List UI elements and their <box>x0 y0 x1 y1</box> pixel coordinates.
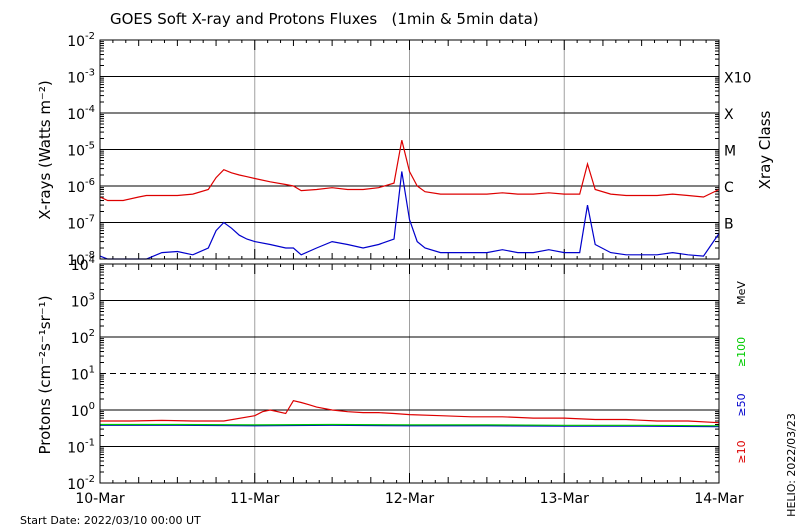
proton-plot-frame <box>99 263 720 484</box>
proton-y-tick-labels: 104 103 102 101 100 10-1 10-2 <box>67 255 95 493</box>
xray-class-axis-label: Xray Class <box>756 110 774 189</box>
x-tick-label: 14-Mar <box>694 491 744 507</box>
xray-series-line-0 <box>99 140 720 202</box>
x-tick-label: 12-Mar <box>385 491 435 507</box>
x-axis-tick-labels: 10-Mar 11-Mar 12-Mar 13-Mar 14-Mar <box>75 491 744 507</box>
proton-y-tick-label: 102 <box>71 328 95 347</box>
xray-y-tick-label: 10-4 <box>67 104 95 123</box>
xray-y-tick-label: 10-3 <box>67 68 95 87</box>
proton-energy-label: ≥50 <box>735 393 748 416</box>
xray-y-tick-labels: 10-2 10-3 10-4 10-5 10-6 10-7 10-8 <box>67 31 95 269</box>
proton-gridlines <box>99 264 720 483</box>
xray-y-tick-label: 10-7 <box>67 214 95 233</box>
proton-energy-label: ≥10 <box>735 440 748 463</box>
proton-series <box>100 400 720 428</box>
proton-energy-label: ≥100 <box>735 337 748 367</box>
xray-series <box>99 140 720 260</box>
proton-y-tick-label: 103 <box>71 292 95 311</box>
xray-y-tick-label: 10-6 <box>67 177 95 196</box>
xray-class-label: X10 <box>724 71 751 87</box>
proton-panel: 104 103 102 101 100 10-1 10-2 Protons (cm⁻²s⁻¹… <box>36 255 748 493</box>
xray-class-label: M <box>724 144 736 160</box>
proton-y-tick-label: 101 <box>71 365 95 384</box>
xray-panel: 10-2 10-3 10-4 10-5 10-6 10-7 10-8 X10 X M C B X-r… <box>36 31 774 269</box>
xray-y-tick-label: 10-5 <box>67 141 95 160</box>
proton-unit-label: MeV <box>735 281 748 305</box>
x-tick-label: 10-Mar <box>75 491 125 507</box>
xray-class-label: X <box>724 107 734 123</box>
proton-y-tick-label: 100 <box>71 401 95 420</box>
proton-y-tick-label: 10-2 <box>67 474 95 493</box>
proton-y-tick-label: 10-1 <box>67 438 95 457</box>
proton-series-line-0 <box>100 400 720 424</box>
xray-gridlines <box>99 40 720 259</box>
proton-y-tick-label: 104 <box>71 255 95 274</box>
x-tick-label: 13-Mar <box>540 491 590 507</box>
proton-y-axis-label: Protons (cm⁻²s⁻¹sr⁻¹) <box>36 295 54 454</box>
proton-energy-labels: ≥100 ≥50 ≥10 <box>735 337 748 464</box>
xray-class-labels: X10 X M C B <box>724 71 751 233</box>
xray-y-tick-label: 10-2 <box>67 31 95 50</box>
chart-title: GOES Soft X-ray and Protons Fluxes (1min… <box>110 10 539 28</box>
xray-plot-frame <box>99 39 720 260</box>
xray-series-line-1 <box>99 171 720 260</box>
xray-class-label: C <box>724 180 734 196</box>
helio-credit-label: HELIO: 2022/03/23 <box>785 413 798 517</box>
proton-series-line-1 <box>100 424 720 428</box>
xray-y-tick-label: 10-8 <box>67 250 95 269</box>
xray-class-label: B <box>724 217 734 233</box>
x-tick-label: 11-Mar <box>230 491 280 507</box>
xray-y-axis-label: X-rays (Watts m⁻²) <box>36 80 54 219</box>
proton-series-line-2 <box>100 423 720 427</box>
start-date-label: Start Date: 2022/03/10 00:00 UT <box>20 514 201 527</box>
